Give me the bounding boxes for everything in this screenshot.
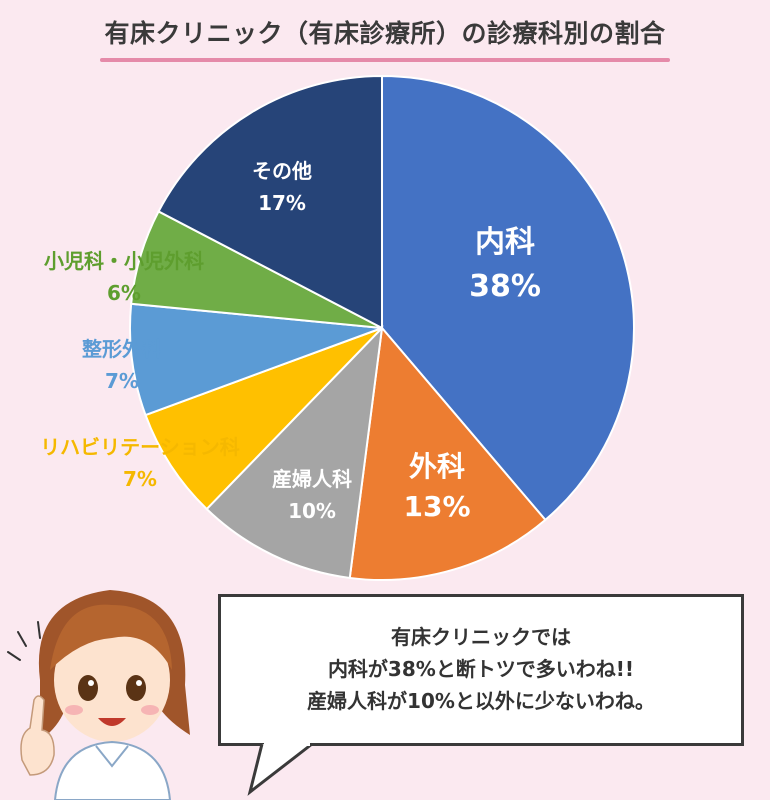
pie-slice-5: [129, 302, 383, 417]
slice-value-label: 17%: [258, 191, 306, 215]
slice-value-label: 13%: [403, 490, 470, 523]
pie-slice-3: [205, 325, 384, 580]
nurse-illustration: [7, 590, 191, 800]
slice-value-label: 7%: [105, 369, 139, 393]
pie-slice-4: [144, 327, 383, 511]
slice-value-label: 6%: [107, 281, 141, 305]
title-underline: [100, 58, 670, 62]
speech-line-3: 産婦人科が10%と以外に少ないわね。: [307, 689, 655, 713]
pie-chart: 内科 38% 外科 13% 産婦人科 10% リハビリテーション科 7% 整形外科 7% 小児科・小…: [40, 74, 635, 581]
slice-label: その他: [252, 159, 312, 183]
speech-line-1: 有床クリニックでは: [391, 625, 571, 649]
chart-title: 有床クリニック（有床診療所）の診療科別の割合: [104, 19, 666, 48]
speech-line-2: 内科が38%と断トツで多いわね!!: [327, 657, 635, 681]
speech-bubble: 有床クリニックでは 内科が38%と断トツで多いわね!! 産婦人科が10%と以外に…: [218, 594, 744, 746]
pie-slice-2: [348, 325, 547, 581]
pie-slice-7: [157, 74, 383, 330]
slice-label: 内科: [475, 225, 535, 260]
slice-label: 整形外科: [81, 337, 162, 361]
slice-label: リハビリテーション科: [40, 435, 240, 459]
pie-slice-1: [381, 74, 635, 522]
slice-value-label: 7%: [123, 467, 157, 491]
slice-label: 小児科・小児外科: [44, 249, 204, 273]
slice-value-label: 10%: [288, 499, 336, 523]
slice-label: 外科: [409, 450, 465, 483]
slice-value-label: 38%: [469, 269, 541, 304]
slice-label: 産婦人科: [272, 467, 352, 491]
speech-text: 有床クリニックでは 内科が38%と断トツで多いわね!! 産婦人科が10%と以外に…: [221, 621, 741, 717]
